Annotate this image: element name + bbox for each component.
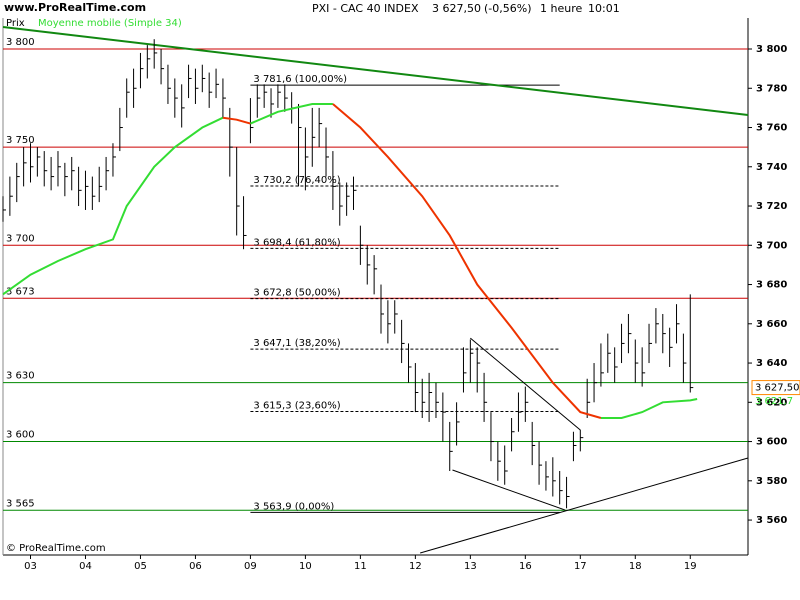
x-tick-label: 17 [574, 561, 587, 572]
moving-average [250, 102, 333, 125]
y-tick-label: 3 560 [756, 515, 787, 526]
x-tick-label: 18 [629, 561, 642, 572]
x-tick-label: 12 [409, 561, 422, 572]
footer: © ProRealTime.com [6, 543, 106, 554]
moving-average [2, 116, 224, 296]
x-tick-label: 10 [299, 561, 312, 572]
y-tick-label: 3 800 [756, 44, 787, 55]
level-label: 3 600 [6, 430, 35, 441]
y-tick-label: 3 700 [756, 240, 787, 251]
site-name: www.ProRealTime.com [4, 1, 146, 14]
level-label: 3 673 [6, 286, 35, 297]
y-tick-label: 3 580 [756, 476, 787, 487]
y-tick-label: 3 680 [756, 280, 787, 291]
x-tick-label: 19 [684, 561, 697, 572]
y-tick-label: 3 780 [756, 83, 787, 94]
fibonacci-label: 3 698,4 (61,80%) [253, 237, 340, 248]
x-tick-label: 09 [244, 561, 257, 572]
fibonacci-label: 3 647,1 (38,20%) [253, 338, 340, 349]
y-tick-label: 3 640 [756, 358, 787, 369]
x-tick-label: 13 [464, 561, 477, 572]
fibonacci-label: 3 672,8 (50,00%) [253, 288, 340, 299]
ma-last-label: 3 621,7 [755, 396, 793, 407]
moving-average [222, 116, 251, 125]
x-tick-label: 03 [24, 561, 37, 572]
change: (-0,56%) [484, 2, 532, 15]
y-tick-label: 3 600 [756, 437, 787, 448]
x-tick-label: 04 [79, 561, 92, 572]
fibonacci-label: 3 615,3 (23,60%) [253, 401, 340, 412]
level-label: 3 630 [6, 371, 35, 382]
instrument: PXI - CAC 40 INDEX [312, 2, 419, 15]
time: 10:01 [588, 2, 620, 15]
moving-average [600, 397, 698, 420]
x-tick-label: 06 [189, 561, 202, 572]
level-label: 3 800 [6, 37, 35, 48]
x-tick-label: 05 [134, 561, 147, 572]
fibonacci-label: 3 563,9 (0,00%) [253, 501, 334, 512]
y-tick-label: 3 720 [756, 201, 787, 212]
y-tick-label: 3 760 [756, 123, 787, 134]
fibonacci-label: 3 781,6 (100,00%) [253, 74, 347, 85]
x-tick-label: 11 [354, 561, 367, 572]
fibonacci-label: 3 730,2 (76,40%) [253, 175, 340, 186]
level-label: 3 700 [6, 233, 35, 244]
trendline [420, 457, 749, 554]
timeframe: 1 heure [540, 2, 582, 15]
legend-price: Prix [6, 18, 25, 29]
y-tick-label: 3 740 [756, 162, 787, 173]
y-tick-label: 3 620 [756, 397, 787, 408]
x-tick-label: 16 [519, 561, 532, 572]
level-label: 3 750 [6, 135, 35, 146]
level-label: 3 565 [6, 498, 35, 509]
moving-average [332, 103, 602, 419]
legend-ma: Moyenne mobile (Simple 34) [38, 18, 182, 29]
price-header: 3 627,50 [432, 2, 481, 15]
last-price-box [751, 380, 800, 396]
y-tick-label: 3 660 [756, 319, 787, 330]
trendline [452, 469, 566, 511]
trendline [2, 26, 749, 116]
trendline [470, 337, 581, 431]
last-price-label: 3 627,50 [755, 383, 800, 394]
